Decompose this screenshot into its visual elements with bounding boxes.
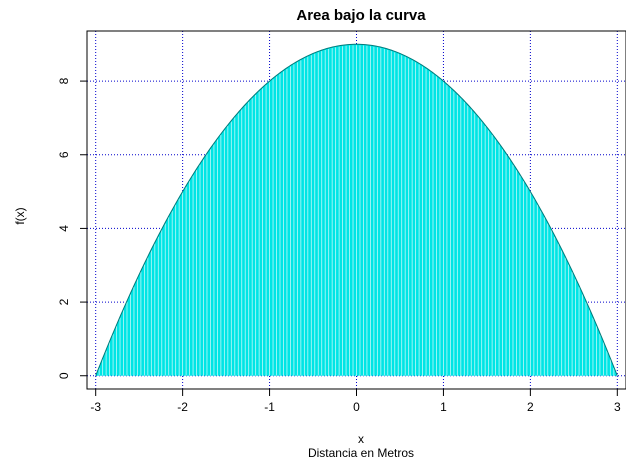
y-tick-label: 8 [57,77,71,84]
area-stripes [98,45,615,376]
x-tick-label: -1 [264,400,275,414]
chart-title: Area bajo la curva [296,7,426,24]
y-tick-label: 4 [57,225,71,232]
y-axis-ticks: 0 2 4 6 8 [57,77,87,379]
x-tick-label: 0 [353,400,360,414]
y-axis-label: f(x) [13,207,27,224]
x-tick-label: 1 [440,400,447,414]
x-axis-label: x [358,432,364,446]
y-tick-label: 0 [57,372,71,379]
x-axis-ticks: -3 -2 -1 0 1 2 3 [90,389,621,414]
curve-line [95,43,618,376]
y-tick-label: 6 [57,151,71,158]
x-tick-label: 2 [527,400,534,414]
x-axis-subtitle: Distancia en Metros [308,446,414,460]
y-tick-label: 2 [57,298,71,305]
x-tick-label: 3 [614,400,621,414]
x-tick-label: -3 [90,400,101,414]
x-tick-label: -2 [177,400,188,414]
